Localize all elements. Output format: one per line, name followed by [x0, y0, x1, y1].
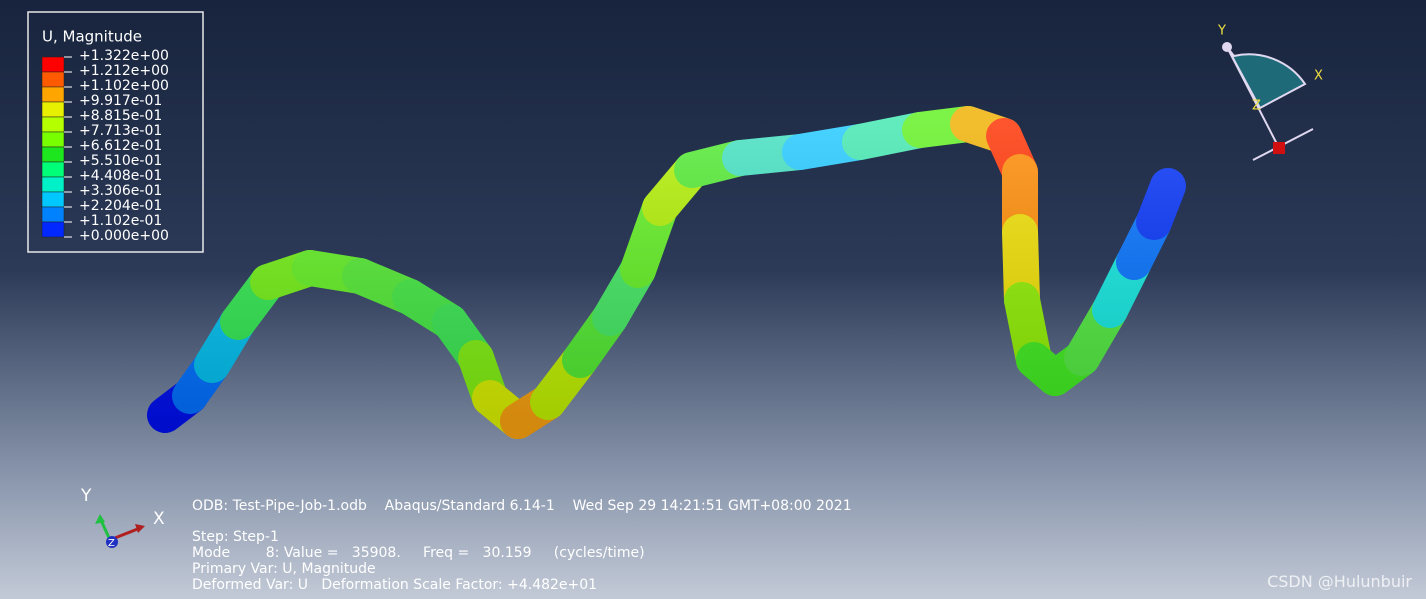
- axis-label: X: [153, 509, 165, 529]
- axis-label: Z: [108, 538, 115, 549]
- legend-label: +0.000e+00: [79, 228, 169, 244]
- legend-swatch: [41, 176, 65, 193]
- legend-title: U, Magnitude: [42, 28, 142, 46]
- legend-box: [27, 11, 204, 253]
- legend: +1.322e+00+1.212e+00+1.102e+00+9.917e-01…: [41, 48, 169, 244]
- legend-label: +2.204e-01: [79, 198, 162, 214]
- axis-label: Y: [80, 486, 92, 506]
- legend-swatch: [41, 116, 65, 133]
- legend-swatch: [41, 71, 65, 88]
- primary-var: Primary Var: U, Magnitude: [192, 561, 376, 577]
- step-info: Step: Step-1: [192, 529, 279, 545]
- view-triad: Y X Z: [1217, 24, 1323, 161]
- legend-swatch: [41, 206, 65, 223]
- legend-swatch: [41, 56, 65, 73]
- legend-label: +1.322e+00: [79, 48, 169, 64]
- legend-label: +1.212e+00: [79, 63, 169, 79]
- legend-label: +8.815e-01: [79, 108, 162, 124]
- triad-label: Y: [1217, 24, 1226, 39]
- watermark: CSDN @Hulunbuir: [1267, 572, 1412, 591]
- legend-swatch: [41, 101, 65, 118]
- odb-info: ODB: Test-Pipe-Job-1.odb Abaqus/Standard…: [192, 498, 852, 514]
- deformed-var: Deformed Var: U Deformation Scale Factor…: [192, 577, 598, 593]
- legend-label: +5.510e-01: [79, 153, 162, 169]
- axis-triad: Y X Z: [80, 486, 165, 549]
- legend-label: +1.102e+00: [79, 78, 169, 94]
- legend-label: +1.102e-01: [79, 213, 162, 229]
- legend-label: +4.408e-01: [79, 168, 162, 184]
- legend-label: +7.713e-01: [79, 123, 162, 139]
- pipe-shading: [147, 106, 1186, 439]
- legend-swatch: [41, 146, 65, 163]
- legend-swatch: [41, 86, 65, 103]
- legend-swatch: [41, 131, 65, 148]
- legend-swatch: [41, 161, 65, 178]
- triad-label: X: [1314, 69, 1323, 84]
- legend-label: +3.306e-01: [79, 183, 162, 199]
- legend-label: +6.612e-01: [79, 138, 162, 154]
- legend-label: +9.917e-01: [79, 93, 162, 109]
- triad-label: Z: [1252, 99, 1261, 114]
- legend-swatch: [41, 221, 65, 238]
- pipe-model: [147, 106, 1186, 439]
- mode-info: Mode 8: Value = 35908. Freq = 30.159 (cy…: [192, 545, 645, 561]
- legend-swatch: [41, 191, 65, 208]
